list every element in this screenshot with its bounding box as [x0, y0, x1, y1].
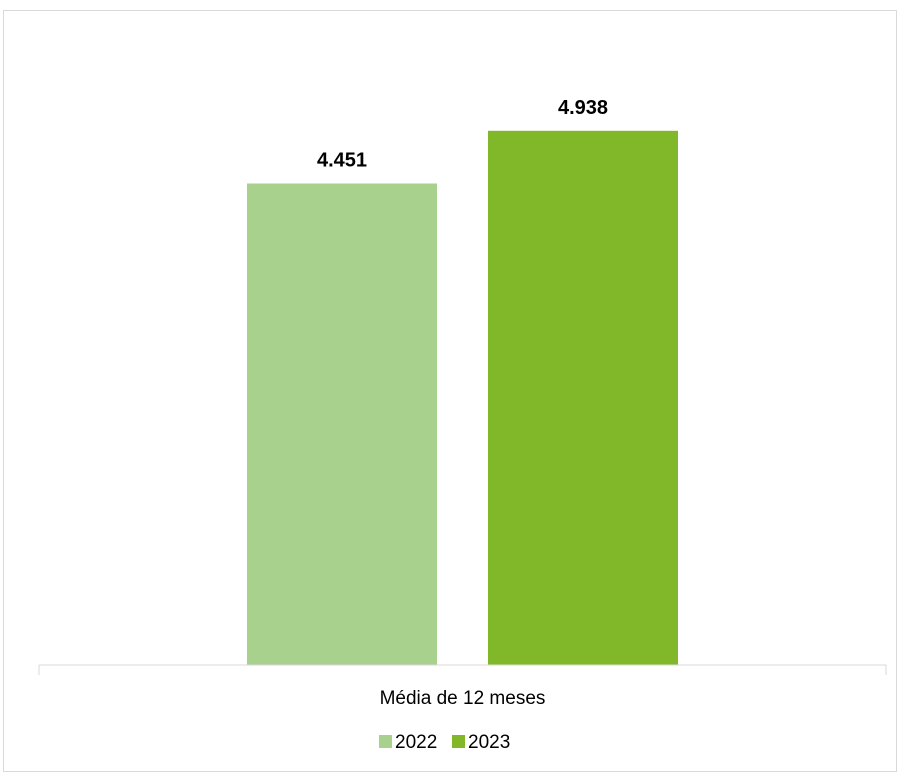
legend-label-2023: 2023 — [468, 732, 510, 753]
bar-2023 — [488, 130, 678, 665]
data-label-2022: 4.451 — [317, 149, 367, 171]
chart-area — [3, 10, 897, 772]
data-label-2023: 4.938 — [558, 97, 608, 119]
legend-label-2022: 2022 — [395, 732, 437, 753]
category-label: Média de 12 meses — [380, 688, 546, 709]
bar-2022 — [247, 183, 437, 665]
legend-swatch-2023 — [452, 735, 465, 748]
legend-swatch-2022 — [379, 735, 392, 748]
